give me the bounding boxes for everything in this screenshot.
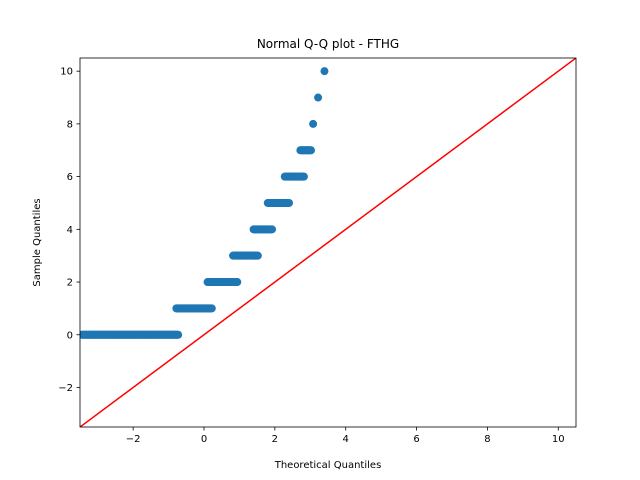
y-tick-label: 2 [67, 278, 73, 289]
data-point [309, 119, 318, 128]
marker-run-y5 [263, 198, 294, 207]
y-tick-label: 0 [67, 330, 73, 341]
data-point [299, 172, 308, 181]
data-point [174, 330, 183, 339]
chart-title: Normal Q-Q plot - FTHG [257, 37, 399, 51]
data-point [320, 67, 329, 76]
data-point [233, 278, 242, 287]
y-tick-label: 4 [67, 225, 73, 236]
data-point [207, 304, 216, 313]
y-tick-label: 8 [67, 119, 73, 130]
x-tick-label: 4 [343, 434, 349, 445]
x-axis-label: Theoretical Quantiles [274, 460, 382, 471]
data-point [285, 198, 294, 207]
y-tick-label: 10 [60, 67, 73, 78]
x-tick-label: −2 [126, 434, 141, 445]
marker-run-y4 [249, 225, 277, 234]
x-tick-label: 6 [413, 434, 419, 445]
y-tick-label: −2 [58, 383, 73, 394]
marker-run-y7 [296, 146, 315, 155]
plot-area [80, 58, 576, 427]
axes-frame [79, 57, 577, 428]
x-tick-label: 10 [552, 434, 565, 445]
marker-run-y0 [80, 330, 183, 339]
data-point [253, 251, 262, 260]
marker-run-y1 [172, 304, 216, 313]
x-tick-label: 8 [484, 434, 490, 445]
marker-run-y6 [280, 172, 308, 181]
marker-run-y2 [203, 278, 242, 287]
x-axis: −2 0 2 4 6 8 10 [126, 427, 565, 445]
x-tick-label: 0 [201, 434, 207, 445]
x-tick-label: 2 [272, 434, 278, 445]
data-point [314, 93, 323, 102]
reference-line [80, 58, 576, 427]
marker-run-y3 [229, 251, 262, 260]
data-point [268, 225, 277, 234]
y-axis: −2 0 2 4 6 8 10 [58, 67, 80, 394]
data-point [306, 146, 315, 155]
y-tick-label: 6 [67, 172, 73, 183]
y-axis-label: Sample Quantiles [32, 198, 43, 286]
